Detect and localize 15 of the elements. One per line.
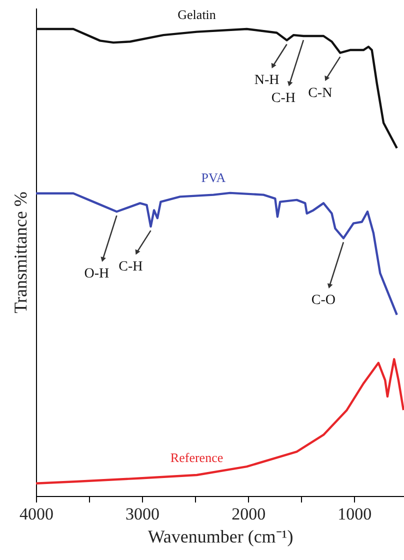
series-label: Reference	[170, 450, 224, 465]
annotation: N-H	[254, 73, 280, 88]
series-label: Gelatin	[178, 6, 216, 22]
annotation: C-N	[308, 86, 332, 101]
y-axis-title: Transmittance %	[10, 192, 30, 314]
x-tick-label: 1000	[338, 504, 372, 524]
x-axis-title: Wavenumber (cm⁻¹)	[148, 526, 294, 546]
series-label: PVA	[201, 170, 226, 185]
x-tick-label: 3000	[126, 504, 160, 524]
annotation: C-O	[311, 293, 336, 308]
x-tick-label: 4000	[20, 504, 54, 524]
annotation: C-H	[271, 91, 296, 106]
x-tick-label: 2000	[232, 504, 266, 524]
annotation: C-H	[118, 260, 143, 275]
annotation: O-H	[84, 266, 110, 282]
